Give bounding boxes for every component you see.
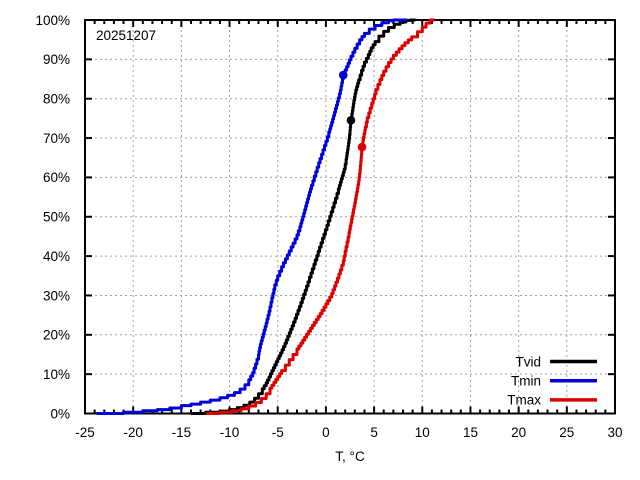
x-tick-label: -20 (123, 425, 143, 440)
y-tick-label: 80% (43, 92, 70, 107)
date-annotation: 20251207 (96, 28, 156, 43)
x-tick-label: -25 (75, 425, 95, 440)
y-tick-label: 60% (43, 170, 70, 185)
x-tick-label: 10 (415, 425, 430, 440)
legend-label-Tvid: Tvid (515, 354, 541, 369)
y-tick-label: 40% (43, 249, 70, 264)
x-tick-label: 30 (607, 425, 622, 440)
series-curve-Tmin (96, 18, 407, 415)
y-tick-label: 10% (43, 367, 70, 382)
y-tick-label: 90% (43, 52, 70, 67)
legend-label-Tmin: Tmin (511, 374, 541, 389)
x-tick-label: 0 (322, 425, 330, 440)
series-curve-Tmax (206, 18, 435, 415)
series-curve-Tvid (191, 18, 416, 415)
legend-label-Tmax: Tmax (507, 393, 541, 408)
x-tick-label: -15 (172, 425, 192, 440)
series-marker-Tmin (338, 70, 348, 80)
x-tick-label: 5 (370, 425, 378, 440)
x-tick-label: 15 (463, 425, 478, 440)
y-tick-label: 20% (43, 328, 70, 343)
series-marker-Tvid (346, 116, 356, 125)
y-tick-label: 100% (35, 13, 70, 28)
y-tick-label: 30% (43, 288, 70, 303)
y-tick-label: 0% (50, 406, 70, 421)
x-tick-label: -5 (272, 425, 284, 440)
y-tick-label: 50% (43, 210, 70, 225)
y-tick-label: 70% (43, 131, 70, 146)
series-marker-Tmax (357, 142, 367, 152)
x-tick-label: -10 (220, 425, 240, 440)
x-axis-title: T, °C (335, 449, 365, 464)
x-tick-label: 25 (559, 425, 574, 440)
x-tick-label: 20 (511, 425, 526, 440)
